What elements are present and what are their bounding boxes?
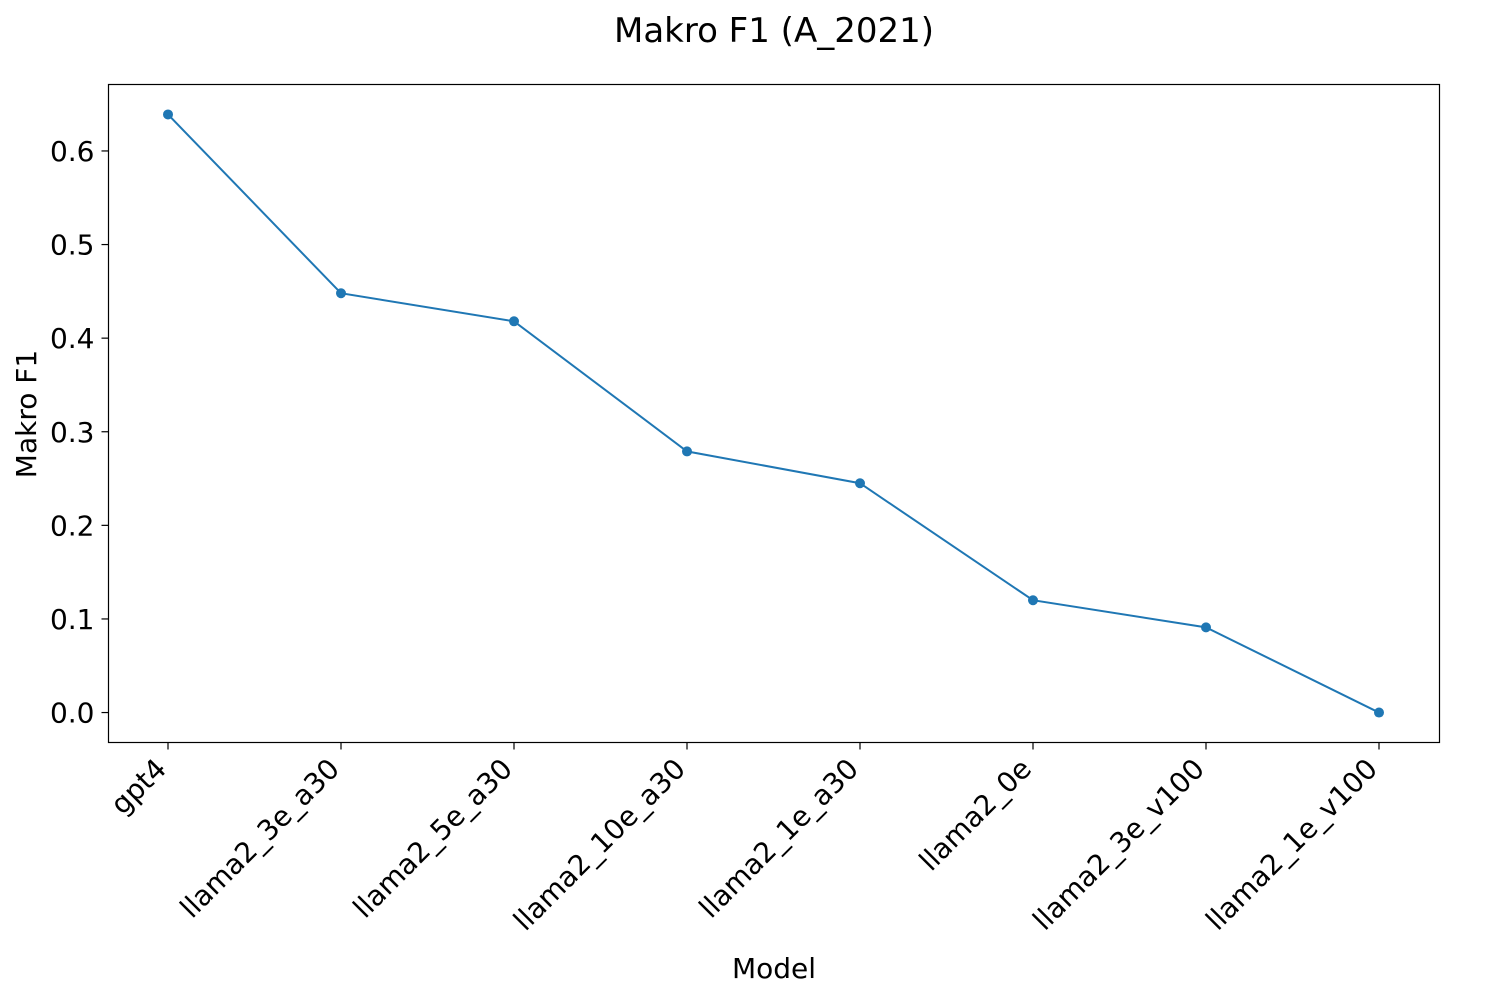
plot-area-frame: [107, 83, 1441, 744]
data-point: [336, 288, 346, 299]
y-tick-label: 0.0: [50, 697, 95, 730]
x-axis-label: Model: [732, 952, 816, 985]
y-tick-label: 0.3: [50, 416, 95, 449]
y-tick-label: 0.4: [50, 322, 95, 355]
y-tick-label: 0.1: [50, 603, 95, 636]
data-point: [509, 316, 519, 327]
y-tick-label: 0.2: [50, 509, 95, 542]
series-layer: [163, 109, 1384, 718]
y-axis: 0.0 0.1 0.2 0.3 0.4 0.5 0.6: [50, 135, 109, 730]
y-tick-label: 0.5: [50, 229, 95, 262]
y-tick-label: 0.6: [50, 135, 95, 168]
x-tick-label: llama2_0e: [913, 752, 1038, 877]
x-tick-label: llama2_3e_v100: [1026, 752, 1211, 937]
x-tick-label: llama2_1e_v100: [1199, 752, 1384, 937]
x-tick-label: gpt4: [104, 752, 173, 821]
data-point: [1028, 595, 1038, 606]
x-tick-label: llama2_5e_a30: [347, 752, 519, 924]
data-point: [1201, 622, 1211, 633]
data-point: [1374, 707, 1384, 718]
y-axis-label: Makro F1: [10, 350, 43, 478]
x-tick-label: llama2_10e_a30: [507, 752, 692, 937]
x-tick-label: llama2_3e_a30: [174, 752, 346, 924]
series-line: [167, 113, 1380, 714]
chart-title: Makro F1 (A_2021): [614, 11, 934, 51]
x-tick-label: llama2_1e_a30: [693, 752, 865, 924]
x-axis: gpt4 llama2_3e_a30 llama2_5e_a30llama2_10e…: [104, 742, 1384, 937]
data-point: [682, 446, 692, 457]
data-point: [163, 109, 173, 120]
data-point: [855, 478, 865, 489]
